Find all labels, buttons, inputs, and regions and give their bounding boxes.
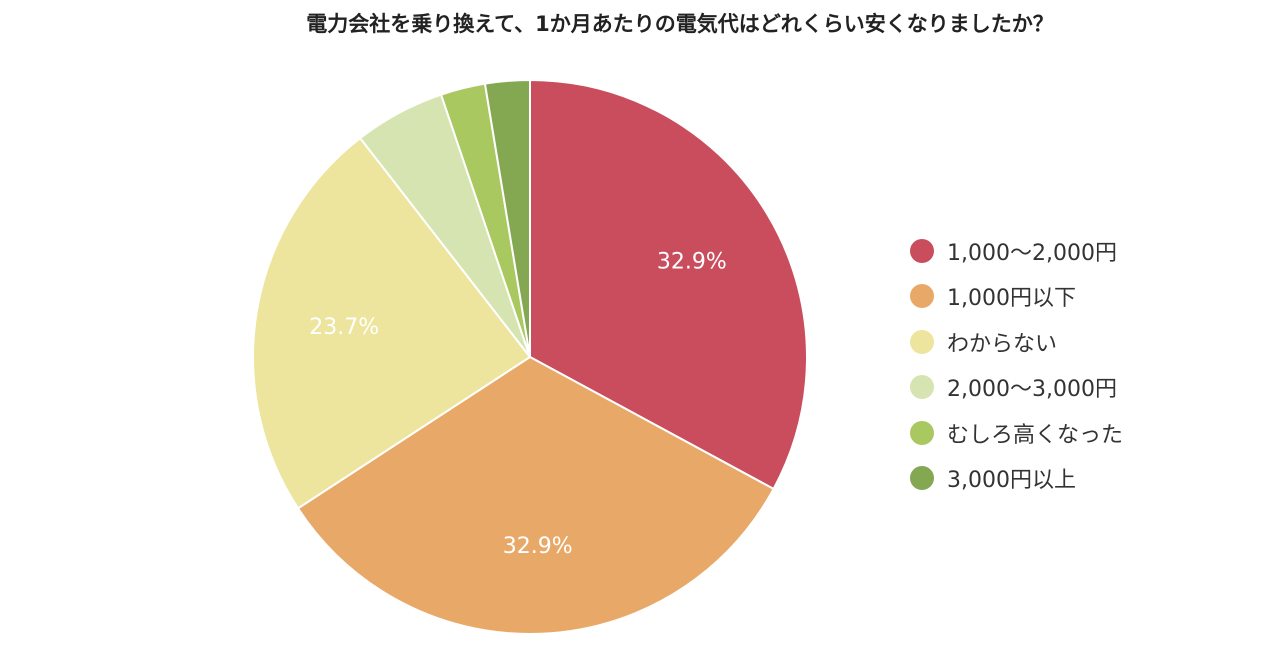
pie-slice	[252, 136, 532, 510]
pie-slice	[529, 78, 808, 491]
legend-item: 1,000円以下	[910, 274, 1123, 320]
pie-slice	[296, 355, 775, 635]
chart-title: 電力会社を乗り換えて、1か月あたりの電気代はどれくらい安くなりましたか？	[306, 12, 1054, 36]
legend-label: わからない	[947, 331, 1058, 357]
pie-slice	[483, 78, 531, 358]
legend-item: むしろ高くなった	[910, 410, 1123, 456]
legend-label: 2,000〜3,000円	[947, 377, 1117, 403]
data-label: 32.9%	[503, 534, 573, 559]
legend-label: むしろ高くなった	[947, 422, 1124, 448]
data-label: 32.9%	[657, 250, 727, 275]
legend-swatch	[910, 466, 934, 491]
legend-swatch	[910, 238, 934, 263]
legend-item: 3,000円以上	[910, 456, 1123, 502]
legend-swatch	[910, 420, 934, 445]
legend-item: わからない	[910, 319, 1123, 365]
legend-swatch	[910, 284, 934, 309]
legend: 1,000〜2,000円 1,000円以下 わからない 2,000〜3,000円 むしろ…	[910, 228, 1123, 501]
legend-swatch	[910, 375, 934, 400]
legend-label: 1,000円以下	[947, 286, 1076, 312]
legend-label: 1,000〜2,000円	[947, 240, 1117, 266]
legend-label: 3,000円以上	[947, 468, 1076, 494]
data-label: 23.7%	[309, 315, 379, 340]
legend-item: 2,000〜3,000円	[910, 365, 1123, 411]
legend-item: 1,000〜2,000円	[910, 228, 1123, 274]
legend-swatch	[910, 329, 934, 354]
